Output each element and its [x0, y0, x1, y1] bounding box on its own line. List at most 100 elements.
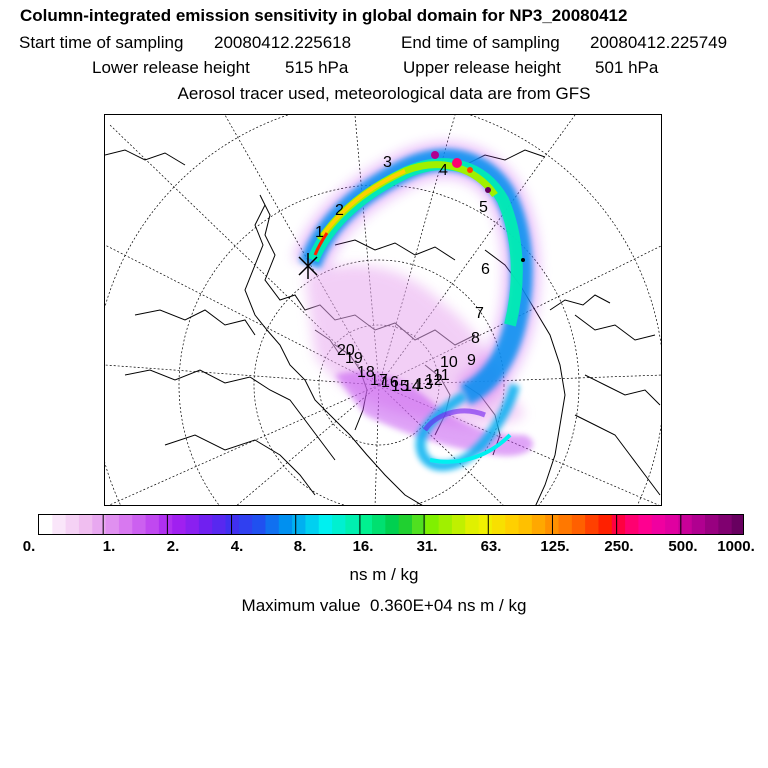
colorbar-tick: 0.: [22, 538, 36, 555]
traj-label-1: 1: [315, 224, 324, 241]
traj-label-13: 13: [415, 376, 433, 393]
colorbar-swatch: [705, 515, 719, 534]
traj-label-5: 5: [479, 199, 488, 216]
colorbar-swatch: [158, 515, 173, 534]
colorbar-swatch: [172, 515, 187, 534]
traj-label-14: 14: [403, 378, 421, 395]
max-value: 0.360E+04: [370, 596, 453, 615]
map-canvas: 1 2 3 4 5 6 7 8 9 10 11 12 13 14 15 16 1…: [105, 115, 661, 505]
sensitivity-plume: [292, 141, 540, 471]
colorbar-unit: ns m / kg: [349, 565, 419, 584]
traj-label-8: 8: [471, 330, 480, 347]
colorbar-tick: 16.: [352, 538, 374, 555]
colorbar-swatch: [451, 515, 466, 534]
colorbar-tick: 500.: [668, 538, 698, 555]
upper-height-label: Upper release height: [403, 58, 561, 77]
colorbar-swatch: [372, 515, 386, 534]
colorbar-tick: 125.: [540, 538, 570, 555]
traj-label-9: 9: [467, 352, 476, 369]
end-time-value: 20080412.225749: [590, 33, 728, 52]
colorbar-tick: 2.: [166, 538, 180, 555]
traj-label-3: 3: [383, 154, 392, 171]
colorbar-swatch: [558, 515, 573, 534]
colorbar-tick: 1000.: [717, 538, 755, 555]
traj-label-4: 4: [439, 162, 448, 179]
colorbar-swatch: [265, 515, 280, 534]
traj-label-19: 19: [345, 350, 363, 367]
colorbar-swatch: [438, 515, 453, 534]
end-time-label: End time of sampling: [401, 33, 560, 52]
colorbar-swatch: [598, 515, 613, 534]
aerosol-info-line: Aerosol tracer used, meteorological data…: [177, 84, 591, 103]
traj-label-12: 12: [425, 372, 443, 389]
colorbar-swatch: [318, 515, 333, 534]
colorbar-swatch: [731, 515, 743, 534]
colorbar-swatch: [185, 515, 200, 534]
trajectory-labels: 1 2 3 4 5 6 7 8 9 10 11 12 13 14 15 16 1…: [315, 154, 490, 395]
colorbar-swatch: [625, 515, 639, 534]
colorbar-swatch: [145, 515, 160, 534]
colorbar-swatch: [651, 515, 666, 534]
colorbar-ticks: 0. 1. 2. 4. 8. 16. 31. 63. 125. 250. 500…: [0, 538, 768, 558]
colorbar-swatch: [39, 515, 53, 534]
traj-label-20: 20: [337, 342, 355, 359]
colorbar-swatch: [678, 515, 693, 534]
colorbar-swatch: [65, 515, 80, 534]
upper-height-value: 501 hPa: [595, 58, 659, 77]
colorbar-swatch: [212, 515, 226, 534]
traj-label-17: 17: [370, 372, 388, 389]
colorbar-swatch: [611, 515, 626, 534]
figure-title: Column-integrated emission sensitivity i…: [20, 6, 628, 25]
colorbar-swatch: [225, 515, 240, 534]
colorbar-swatch: [505, 515, 520, 534]
traj-label-6: 6: [481, 261, 490, 278]
colorbar-swatch: [52, 515, 67, 534]
colorbar-swatch: [238, 515, 253, 534]
colorbar-swatch: [691, 515, 706, 534]
colorbar-swatch: [105, 515, 120, 534]
colorbar-tick: 31.: [416, 538, 438, 555]
receptor-marker: [298, 253, 318, 279]
colorbar-swatch: [638, 515, 653, 534]
colorbar-swatch: [665, 515, 679, 534]
lower-height-value: 515 hPa: [285, 58, 349, 77]
colorbar-swatch: [518, 515, 533, 534]
traj-label-11: 11: [433, 367, 450, 384]
colorbar-swatch: [132, 515, 147, 534]
colorbar-swatch: [252, 515, 266, 534]
traj-label-16: 16: [381, 374, 399, 391]
colorbar: [38, 514, 744, 535]
traj-label-10: 10: [440, 354, 458, 371]
colorbar-swatch: [345, 515, 360, 534]
colorbar-swatch: [571, 515, 586, 534]
start-time-value: 20080412.225618: [214, 33, 352, 52]
colorbar-swatch: [531, 515, 546, 534]
colorbar-swatch: [118, 515, 133, 534]
colorbar-swatch: [411, 515, 426, 534]
traj-label-7: 7: [475, 305, 484, 322]
colorbar-swatch: [385, 515, 400, 534]
colorbar-swatch: [305, 515, 320, 534]
colorbar-swatch: [491, 515, 506, 534]
polar-map-panel: 1 2 3 4 5 6 7 8 9 10 11 12 13 14 15 16 1…: [104, 114, 662, 506]
traj-label-2: 2: [335, 202, 344, 219]
max-unit: ns m / kg: [457, 596, 527, 615]
start-time-label: Start time of sampling: [19, 33, 184, 52]
colorbar-tick: 1.: [102, 538, 116, 555]
colorbar-swatch: [465, 515, 480, 534]
colorbar-swatch: [198, 515, 213, 534]
colorbar-swatch: [425, 515, 440, 534]
colorbar-swatch: [92, 515, 107, 534]
colorbar-tick: 8.: [293, 538, 307, 555]
colorbar-swatch: [332, 515, 346, 534]
colorbar-swatch: [292, 515, 306, 534]
colorbar-tick: 250.: [604, 538, 634, 555]
traj-label-15: 15: [391, 378, 409, 395]
colorbar-tick: 63.: [480, 538, 502, 555]
colorbar-swatch: [278, 515, 293, 534]
max-label: Maximum value: [241, 596, 361, 615]
colorbar-tick: 4.: [230, 538, 244, 555]
colorbar-swatch: [718, 515, 733, 534]
maximum-value-line: Maximum value 0.360E+04 ns m / kg: [0, 596, 768, 616]
colorbar-swatch: [478, 515, 493, 534]
